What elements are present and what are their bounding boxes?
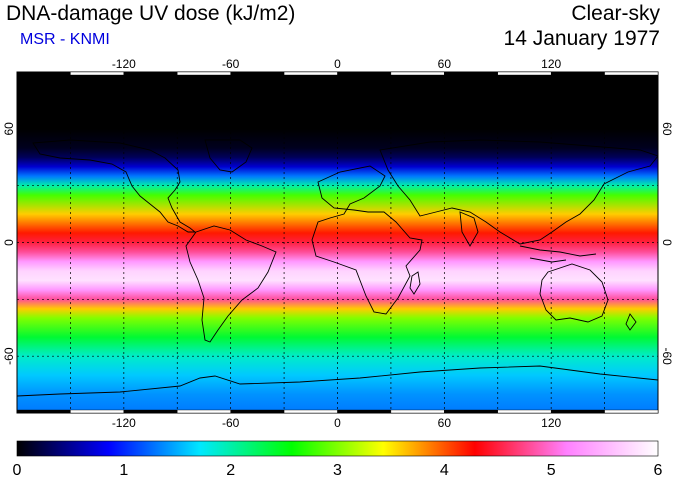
border-band: [497, 409, 552, 414]
border-band: [70, 71, 125, 76]
colorbar-label: 0: [13, 462, 22, 479]
border-band: [337, 409, 392, 414]
border-band: [16, 71, 71, 76]
lat-tick-label: 60: [2, 122, 16, 136]
lon-tick-label: 120: [541, 57, 561, 71]
lon-labels: -120 -120 -60 -60 0 0 60 60 120 120: [112, 57, 562, 430]
border-band: [390, 71, 445, 76]
map-border-ticks: [16, 71, 659, 414]
border-band: [283, 409, 338, 414]
colorbar-label: 1: [119, 462, 128, 479]
lon-tick-label: 60: [438, 57, 452, 71]
border-band: [70, 409, 125, 414]
colorbar: 0 1 2 3 4 5 6: [13, 440, 663, 479]
border-band: [230, 71, 285, 76]
lat-tick-label: 0: [660, 239, 674, 246]
colorbar-label: 6: [654, 462, 663, 479]
border-band: [123, 71, 178, 76]
border-band: [497, 71, 552, 76]
lon-tick-label: -120: [112, 416, 136, 430]
lon-tick-label: 120: [541, 416, 561, 430]
border-band: [444, 71, 498, 76]
date-label: 14 January 1977: [503, 27, 660, 50]
sky-mode-label: Clear-sky: [571, 2, 660, 25]
colorbar-labels: 0 1 2 3 4 5 6: [13, 462, 663, 479]
lat-labels: 60 60 0 0 -60 -60: [2, 122, 674, 365]
border-band: [123, 409, 178, 414]
border-band: [283, 71, 338, 76]
border-band: [230, 409, 285, 414]
border-band: [16, 409, 71, 414]
colorbar-frame: [16, 440, 659, 457]
border-band: [604, 71, 659, 76]
lat-tick-label: 0: [2, 239, 16, 246]
border-band: [550, 409, 605, 414]
colorbar-label: 2: [226, 462, 235, 479]
graticule: [17, 72, 658, 413]
lon-tick-label: 0: [334, 57, 341, 71]
lon-tick-label: -120: [112, 57, 136, 71]
colorbar-label: 3: [333, 462, 342, 479]
colorbar-label: 4: [440, 462, 449, 479]
border-band: [550, 71, 605, 76]
border-band: [444, 409, 498, 414]
lon-tick-label: -60: [222, 57, 240, 71]
colorbar-label: 5: [547, 462, 556, 479]
border-band: [337, 71, 392, 76]
border-band: [604, 409, 659, 414]
coastlines: [17, 139, 658, 397]
border-band: [177, 409, 231, 414]
colorbar-gradient: [17, 441, 658, 456]
border-band: [177, 71, 231, 76]
lat-tick-label: -60: [660, 347, 674, 365]
lon-tick-label: -60: [222, 416, 240, 430]
organization-label: MSR - KNMI: [20, 31, 110, 48]
map-panel: -120 -120 -60 -60 0 0 60 60 120 120 60 60 0 0 -60 -60: [2, 57, 674, 430]
lat-tick-label: 60: [660, 122, 674, 136]
lat-tick-label: -60: [2, 347, 16, 365]
lon-tick-label: 0: [334, 416, 341, 430]
lon-tick-label: 60: [438, 416, 452, 430]
border-band: [390, 409, 445, 414]
map-title: DNA-damage UV dose (kJ/m2): [6, 2, 296, 25]
